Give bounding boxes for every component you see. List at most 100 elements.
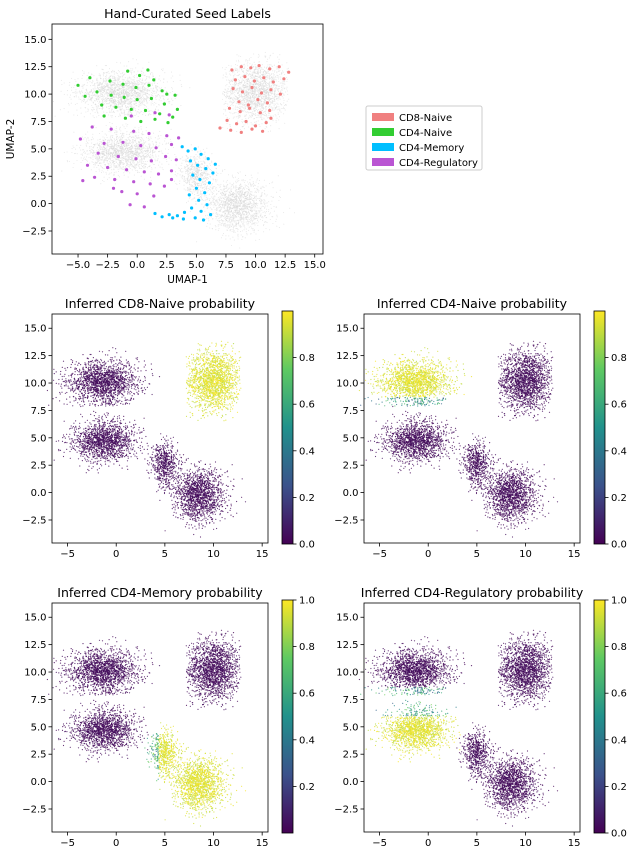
background-cell <box>106 97 107 98</box>
background-cell <box>146 82 147 83</box>
background-cell <box>113 165 114 166</box>
background-cell <box>263 109 264 110</box>
background-cell <box>230 102 231 103</box>
background-cell <box>133 137 134 138</box>
background-cell <box>86 89 87 90</box>
background-cell <box>145 115 146 116</box>
background-cell <box>236 103 237 104</box>
background-cell <box>108 151 109 152</box>
background-cell <box>146 97 147 98</box>
background-cell <box>235 109 236 110</box>
background-cell <box>172 88 173 89</box>
background-cell <box>96 80 97 81</box>
background-cell <box>152 152 153 153</box>
background-cell <box>110 115 111 116</box>
background-cell <box>130 164 131 165</box>
background-cell <box>101 142 102 143</box>
background-cell <box>260 89 261 90</box>
background-cell <box>139 78 140 79</box>
background-cell <box>131 95 132 96</box>
background-cell <box>153 149 154 150</box>
background-cell <box>105 164 106 165</box>
background-cell <box>93 88 94 89</box>
background-cell <box>234 74 235 75</box>
background-cell <box>256 109 257 110</box>
background-cell <box>233 108 234 109</box>
background-cell <box>106 150 107 151</box>
background-cell <box>131 159 132 160</box>
background-cell <box>235 64 236 65</box>
background-cell <box>262 83 263 84</box>
background-cell <box>110 137 111 138</box>
background-cell <box>103 168 104 169</box>
background-cell <box>78 97 79 98</box>
background-cell <box>151 94 152 95</box>
background-cell <box>130 101 131 102</box>
background-cell <box>287 94 288 95</box>
background-cell <box>73 72 74 73</box>
background-cell <box>252 93 253 94</box>
background-cell <box>115 134 116 135</box>
background-cell <box>156 144 157 145</box>
background-cell <box>123 166 124 167</box>
background-cell <box>109 148 110 149</box>
background-cell <box>259 96 260 97</box>
background-cell <box>131 70 132 71</box>
background-cell <box>127 86 128 87</box>
background-cell <box>122 103 123 104</box>
background-cell <box>232 103 233 104</box>
background-cell <box>127 153 128 154</box>
background-cell <box>134 77 135 78</box>
background-cell <box>125 142 126 143</box>
background-cell <box>140 126 141 127</box>
background-cell <box>86 80 87 81</box>
background-cell <box>100 75 101 76</box>
background-cell <box>121 99 122 100</box>
background-cell <box>87 154 88 155</box>
background-cell <box>149 146 150 147</box>
background-cell <box>96 108 97 109</box>
background-cell <box>120 163 121 164</box>
background-cell <box>106 174 107 175</box>
background-cell <box>132 83 133 84</box>
background-cell <box>146 76 147 77</box>
background-cell <box>119 162 120 163</box>
background-cell <box>95 96 96 97</box>
background-cell <box>120 152 121 153</box>
background-cell <box>97 106 98 107</box>
background-cell <box>141 162 142 163</box>
background-cell <box>86 160 87 161</box>
background-cell <box>154 110 155 111</box>
background-cell <box>110 106 111 107</box>
background-cell <box>281 85 282 86</box>
background-cell <box>82 70 83 71</box>
background-cell <box>241 100 242 101</box>
background-cell <box>255 67 256 68</box>
background-cell <box>100 153 101 154</box>
background-cell <box>255 66 256 67</box>
background-cell <box>102 159 103 160</box>
background-cell <box>96 95 97 96</box>
background-cell <box>269 79 270 80</box>
background-cell <box>144 142 145 143</box>
background-cell <box>279 59 280 60</box>
background-cell <box>284 81 285 82</box>
background-cell <box>258 86 259 87</box>
background-cell <box>110 112 111 113</box>
background-cell <box>135 156 136 157</box>
background-cell <box>122 75 123 76</box>
background-cell <box>128 143 129 144</box>
background-cell <box>263 104 264 105</box>
background-cell <box>245 90 246 91</box>
background-cell <box>88 104 89 105</box>
background-cell <box>259 126 260 127</box>
background-cell <box>228 89 229 90</box>
background-cell <box>248 70 249 71</box>
background-cell <box>117 92 118 93</box>
background-cell <box>254 87 255 88</box>
background-cell <box>133 116 134 117</box>
background-cell <box>83 149 84 150</box>
background-cell <box>156 142 157 143</box>
background-cell <box>124 169 125 170</box>
background-cell <box>97 99 98 100</box>
